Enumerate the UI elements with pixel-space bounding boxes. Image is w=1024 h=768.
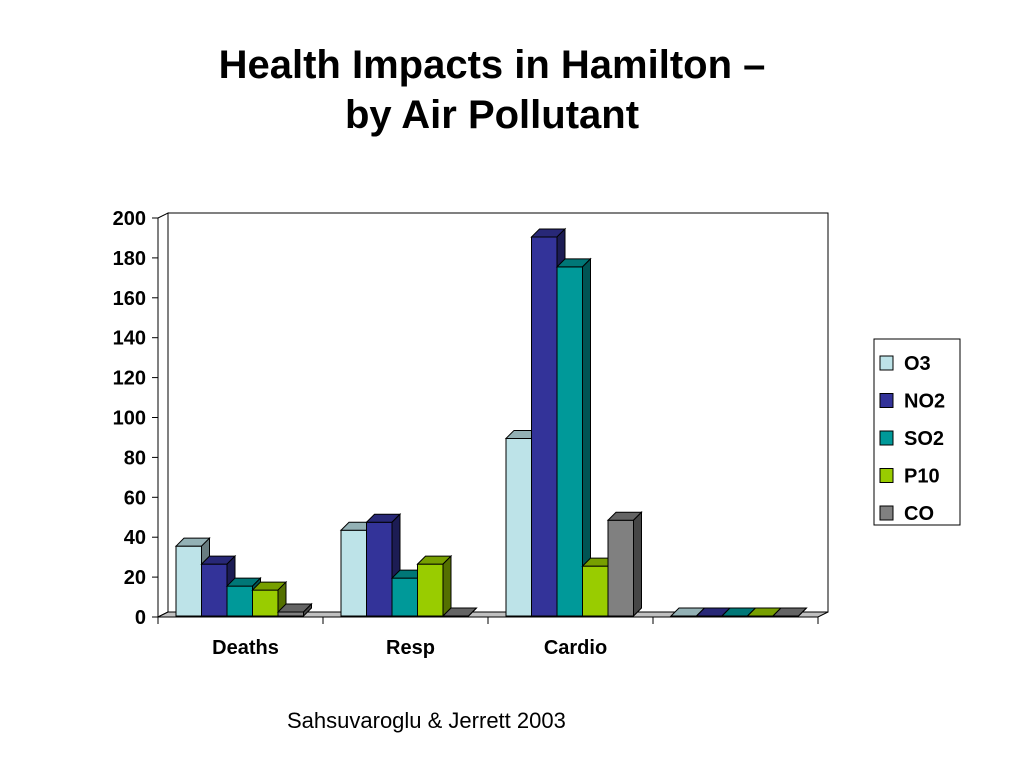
y-tick-label: 180: [113, 248, 146, 270]
bar-co-resp: [441, 607, 478, 617]
bar-front: [252, 589, 279, 617]
y-tick-label: 80: [124, 447, 146, 469]
chart-title-line-2: by Air Pollutant: [344, 93, 640, 137]
bar-front: [505, 437, 532, 617]
x-tick-label: Resp: [386, 637, 435, 659]
legend-label-no2: NO2: [904, 391, 945, 413]
bar-front: [391, 577, 418, 617]
bar-co-cardio: [606, 511, 643, 618]
bar-front: [531, 236, 558, 617]
bar-side: [303, 602, 312, 618]
bar-side: [442, 554, 452, 618]
bar-side: [468, 607, 477, 617]
bar-front: [277, 611, 304, 617]
legend-label-p10: P10: [904, 466, 940, 488]
bar-side: [633, 511, 642, 618]
bar-so2-cardio: [555, 257, 592, 618]
bar-front: [201, 563, 228, 617]
y-tick-label: 20: [124, 567, 146, 589]
legend-swatch-so2: [879, 430, 894, 446]
bar-front: [556, 266, 583, 617]
chart-walls: [157, 212, 829, 618]
y-tick-label: 160: [113, 288, 146, 310]
y-tick-label: 40: [124, 527, 146, 549]
back-wall: [167, 212, 829, 613]
y-tick-label: 120: [113, 368, 146, 390]
x-tick-label: Deaths: [212, 637, 279, 659]
legend-label-o3: O3: [904, 353, 931, 375]
bar-front: [582, 565, 609, 617]
legend-swatch-p10: [879, 468, 894, 483]
y-tick-label: 60: [124, 487, 146, 509]
y-tick-label: 140: [113, 328, 146, 350]
legend-swatch-no2: [879, 393, 894, 408]
chart-title-line-1: Health Impacts in Hamilton –: [218, 43, 766, 87]
bar-front: [366, 521, 393, 617]
chart-title: Health Impacts in Hamilton – by Air Poll…: [0, 40, 984, 140]
bar-front: [340, 529, 367, 617]
y-tick-label: 200: [113, 208, 146, 230]
bar-front: [175, 545, 202, 617]
side-wall: [157, 212, 169, 618]
legend-swatch-co: [879, 505, 894, 521]
legend: O3 NO2 SO2 P10 CO: [873, 338, 961, 526]
y-tick-label: 0: [135, 607, 146, 629]
bar-front: [607, 519, 634, 617]
bar-p10-resp: [416, 554, 453, 618]
bar-front: [226, 585, 253, 617]
bars: [174, 227, 808, 618]
source-citation: Sahsuvaroglu & Jerrett 2003: [287, 708, 566, 733]
bar-front: [417, 563, 444, 617]
y-tick-label: 100: [113, 408, 146, 430]
legend-label-co: CO: [904, 503, 934, 525]
bar-side: [798, 607, 807, 617]
x-tick-label: Cardio: [544, 637, 607, 659]
bar-co-deaths: [276, 602, 313, 618]
legend-swatch-o3: [879, 355, 894, 371]
axes: 0 20 40 60 80 100 120 140 160 180 200 Deaths Resp Car…: [113, 208, 819, 659]
legend-label-so2: SO2: [904, 428, 944, 450]
bar-co-empty: [771, 607, 808, 617]
